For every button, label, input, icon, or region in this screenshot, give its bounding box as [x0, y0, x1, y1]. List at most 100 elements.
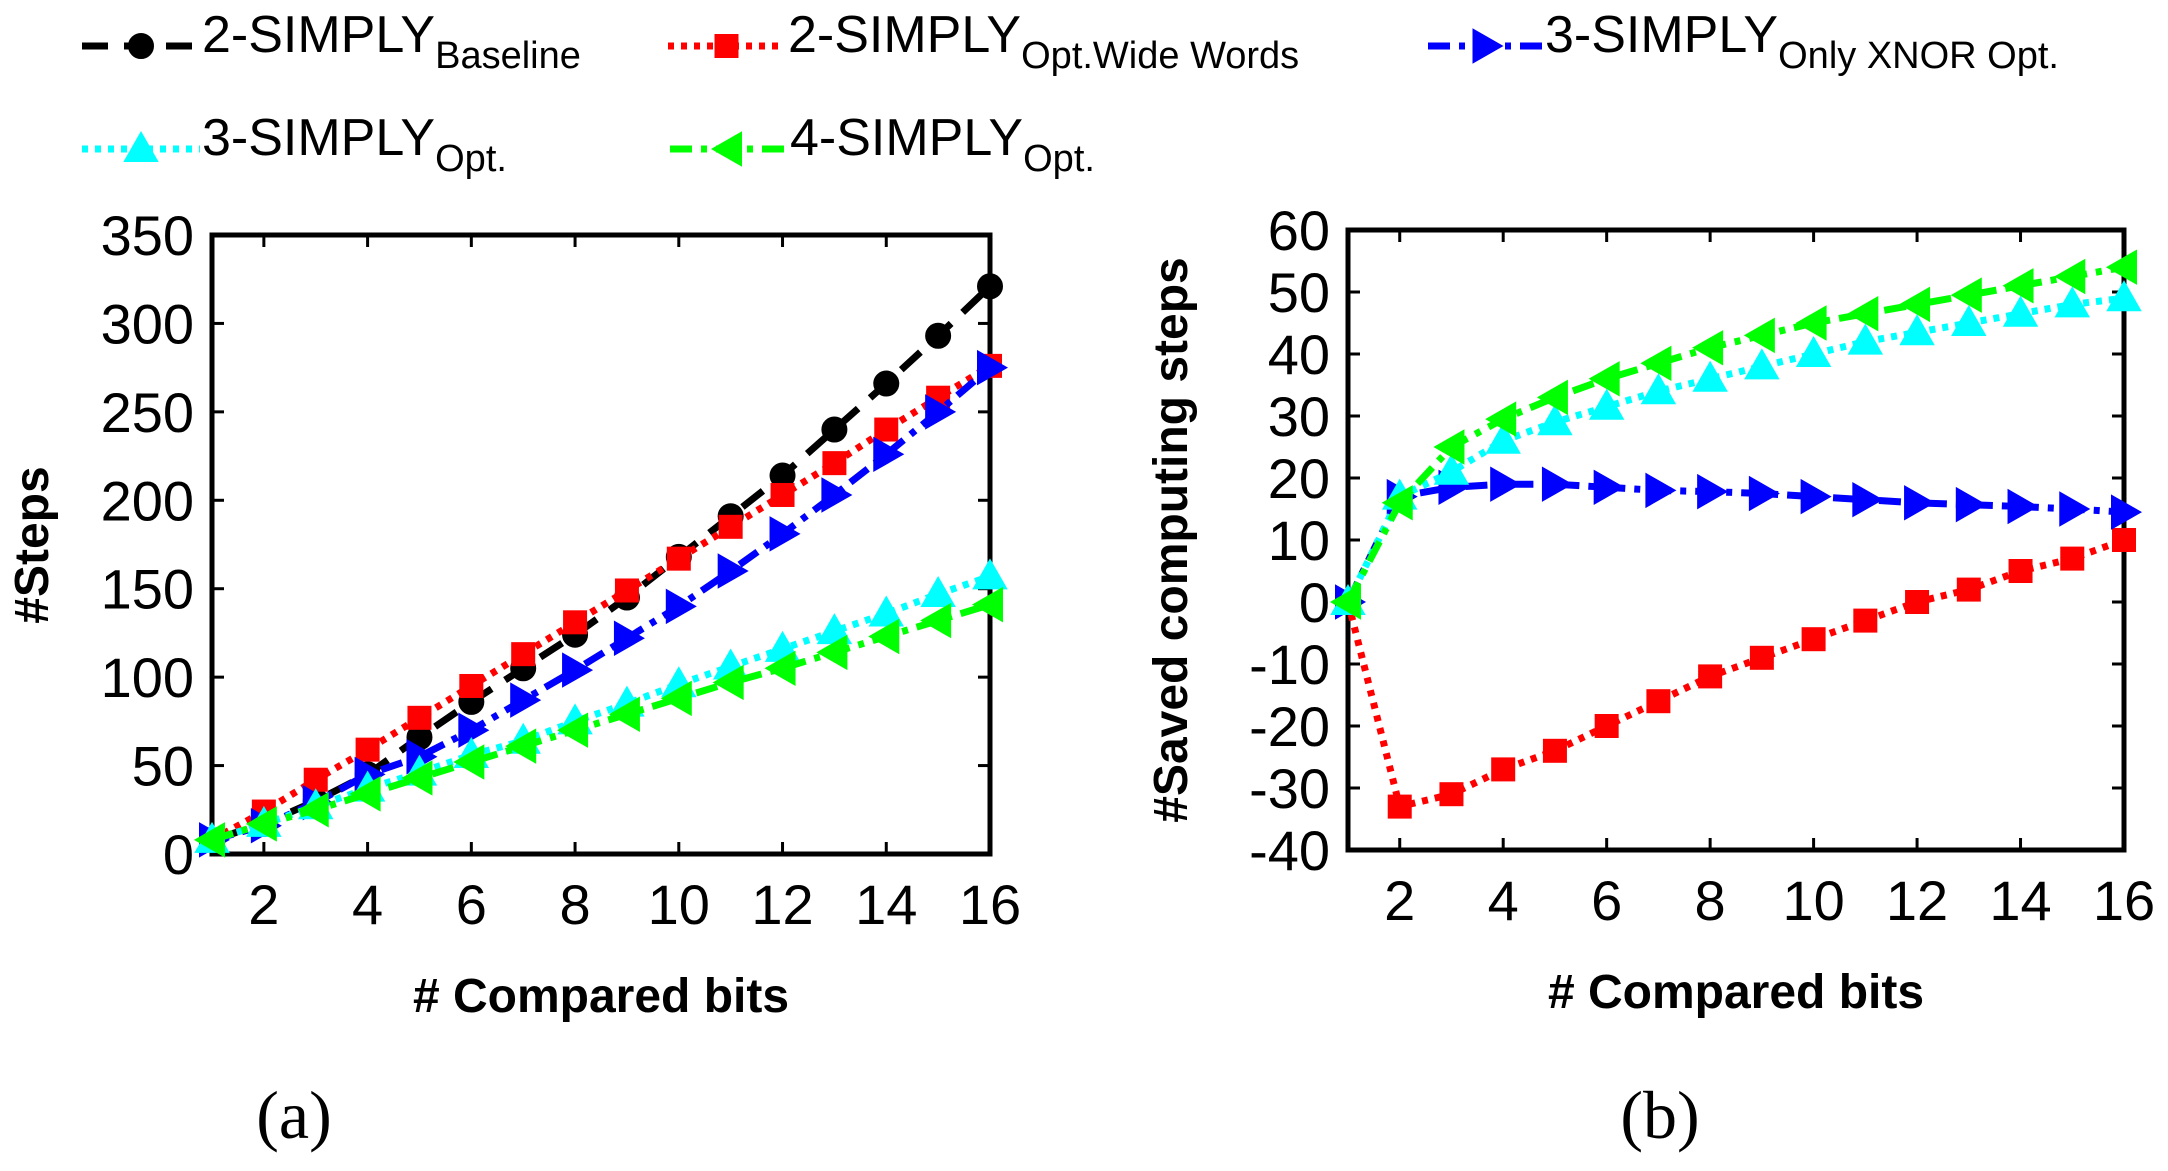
data-point [505, 728, 537, 764]
data-point [1905, 590, 1930, 614]
data-point [1646, 689, 1671, 714]
series-line [1344, 480, 2125, 604]
data-point [769, 516, 801, 552]
data-point [770, 482, 795, 507]
data-point [303, 767, 328, 792]
data-point [1847, 295, 1879, 332]
x-tick-label: 10 [1782, 869, 1844, 932]
x-tick-label: 12 [751, 873, 813, 936]
data-point [920, 576, 956, 608]
data-point [2007, 488, 2039, 525]
x-tick-label: 6 [456, 873, 487, 936]
series-line [210, 362, 992, 843]
data-point [349, 776, 381, 812]
data-point [510, 682, 542, 718]
legend-label-name: 3-SIMPLYOnly XNOR Opt. [1545, 6, 2059, 77]
data-point [1439, 782, 1464, 807]
y-tick-label: 50 [1268, 261, 1330, 324]
y-tick-label: 150 [101, 558, 194, 621]
data-point [1697, 473, 1729, 510]
data-point [355, 737, 380, 762]
data-point [1955, 486, 1987, 523]
data-point [2002, 268, 2034, 304]
data-point [1485, 422, 1521, 454]
data-point [563, 610, 588, 635]
x-tick-label: 4 [1488, 869, 1519, 932]
data-point [868, 595, 904, 627]
data-point [816, 634, 848, 671]
data-point [1692, 360, 1728, 392]
data-point [717, 553, 749, 589]
y-tick-label: 300 [101, 292, 194, 355]
series-group-a [193, 273, 1009, 858]
y-tick-label: 100 [101, 646, 194, 709]
x-tick-label: 14 [1989, 869, 2051, 932]
data-point [666, 546, 691, 571]
legend-item-3-simply-opt: 3-SIMPLYOpt. [82, 109, 507, 180]
data-point [972, 558, 1008, 590]
y-tick-label: 200 [101, 469, 194, 532]
series-2-simply-opt-wide-words [200, 353, 1002, 852]
data-point [1698, 664, 1723, 689]
data-point [1749, 645, 1774, 670]
data-point [1795, 305, 1827, 341]
y-tick-label: 50 [132, 735, 194, 798]
legend-label-name: 3-SIMPLYOpt. [202, 109, 507, 180]
legend-item-2-simply-opt-wide-words: 2-SIMPLYOpt.Wide Words [668, 6, 1299, 77]
data-point [1594, 714, 1619, 738]
y-tick-label: 350 [101, 204, 194, 267]
data-point [1490, 466, 1522, 502]
data-point [562, 652, 594, 688]
data-point [453, 744, 485, 780]
y-axis-label-a: #Steps [6, 466, 59, 623]
data-point [1956, 577, 1981, 602]
legend-label-name: 4-SIMPLYOpt. [790, 109, 1095, 180]
data-point [977, 273, 1003, 300]
data-point [2002, 295, 2039, 327]
legend-marker [123, 130, 159, 162]
y-tick-label: 10 [1268, 509, 1330, 572]
data-point [1904, 485, 1936, 521]
data-point [1640, 345, 1672, 382]
data-point [868, 618, 900, 655]
data-point [1847, 323, 1884, 355]
data-point [458, 712, 490, 748]
data-point [1744, 348, 1780, 380]
data-point [613, 620, 645, 656]
x-tick-label: 8 [1695, 869, 1726, 932]
data-point [511, 642, 536, 667]
data-point [821, 477, 853, 513]
x-tick-label: 2 [1384, 869, 1415, 932]
data-point [1853, 608, 1878, 633]
data-point [2111, 494, 2143, 530]
data-point [1899, 286, 1931, 323]
data-point [660, 680, 692, 717]
series-3-simply-only-xnor-opt [1335, 466, 2143, 620]
data-point [821, 416, 848, 443]
data-point [1485, 401, 1517, 437]
legend-sample-only-xnor [1428, 28, 1543, 64]
data-point [608, 696, 640, 733]
series-line [1344, 536, 2126, 811]
legend: 2-SIMPLYBaseline 2-SIMPLYOpt.Wide Words … [82, 6, 2059, 180]
axis-ticks-a: 2 4 6 8 10 12 14 16 0 50 100 150 200 250 300 350 [101, 204, 1022, 936]
y-tick-label: -20 [1249, 695, 1330, 758]
data-point [1748, 475, 1780, 512]
y-tick-label: -30 [1249, 757, 1330, 820]
data-point [920, 602, 952, 639]
legend-label-name: 2-SIMPLYOpt.Wide Words [788, 6, 1299, 77]
x-tick-label: 14 [855, 873, 917, 936]
y-tick-label: 40 [1268, 323, 1330, 386]
legend-sample-wide-words [668, 34, 785, 58]
data-point [1329, 584, 1361, 620]
series-line [1344, 294, 2125, 604]
data-point [1593, 469, 1625, 506]
data-point [1950, 277, 1982, 313]
data-point [297, 792, 329, 828]
x-tick-label: 16 [2093, 869, 2155, 932]
data-point [1951, 304, 1987, 336]
data-point [2008, 559, 2033, 583]
series-line [210, 283, 993, 844]
data-point [1852, 481, 1884, 518]
x-tick-label: 10 [648, 873, 710, 936]
